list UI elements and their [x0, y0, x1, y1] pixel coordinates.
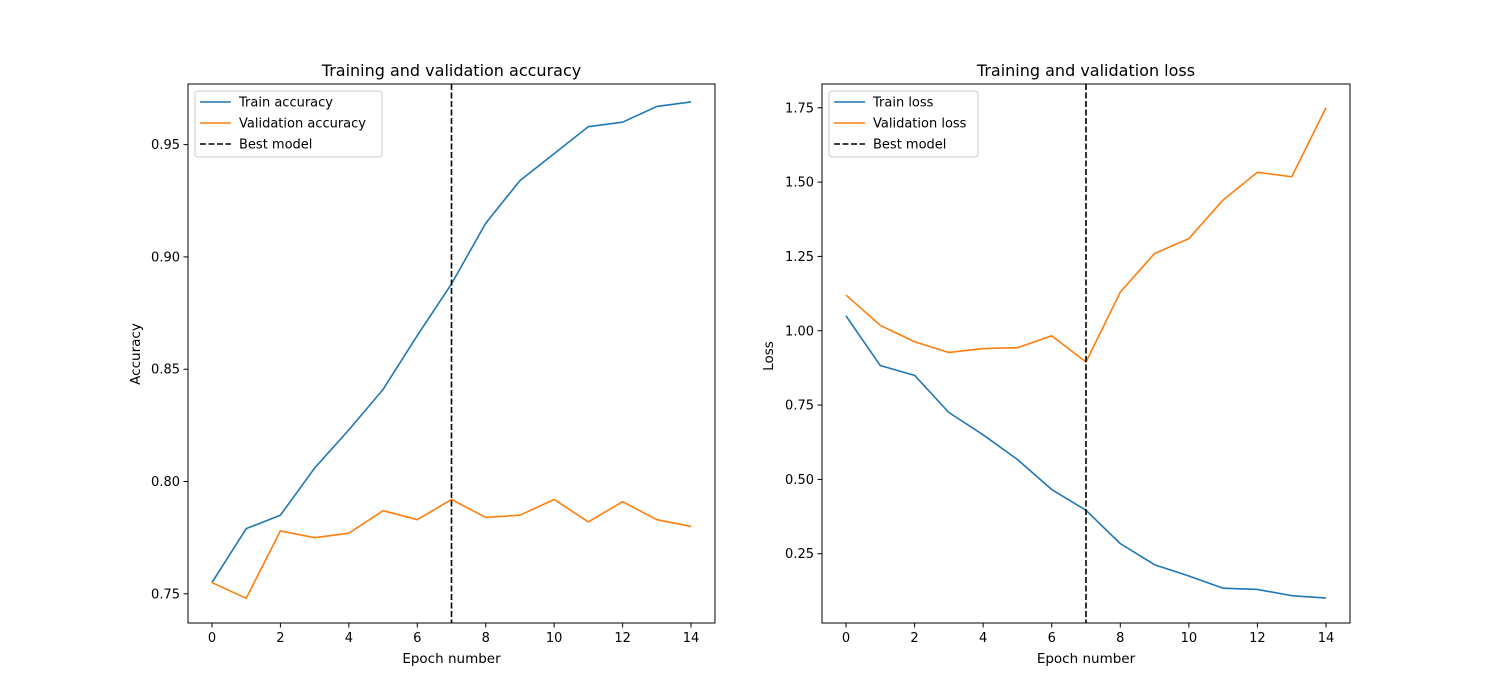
- accuracy-legend-best-model-label: Best model: [239, 138, 312, 153]
- accuracy-x-tick-label: 14: [683, 631, 700, 646]
- loss-y-tick-label: 0.25: [785, 547, 814, 562]
- loss-x-tick-label: 10: [1181, 631, 1198, 646]
- loss-legend-validation-label: Validation loss: [873, 117, 967, 132]
- loss-x-axis-label: Epoch number: [1037, 651, 1136, 667]
- loss-y-tick-label: 1.75: [785, 101, 814, 116]
- loss-y-tick-label: 1.00: [785, 324, 814, 339]
- loss-x-tick-label: 2: [910, 631, 918, 646]
- loss-chart-title: Training and validation loss: [976, 61, 1195, 80]
- loss-x-tick-label: 12: [1249, 631, 1266, 646]
- loss-x-tick-label: 0: [842, 631, 850, 646]
- loss-legend-train-label: Train loss: [872, 96, 934, 111]
- loss-y-tick-label: 0.50: [785, 473, 814, 488]
- accuracy-legend-train-label: Train accuracy: [238, 96, 333, 111]
- accuracy-x-axis-label: Epoch number: [402, 651, 501, 667]
- loss-x-tick-label: 4: [979, 631, 987, 646]
- loss-x-tick-label: 14: [1318, 631, 1335, 646]
- accuracy-y-tick-label: 0.95: [151, 138, 180, 153]
- accuracy-y-axis-label: Accuracy: [128, 323, 144, 385]
- accuracy-x-tick-label: 6: [413, 631, 421, 646]
- accuracy-x-tick-label: 10: [546, 631, 563, 646]
- accuracy-x-tick-label: 12: [614, 631, 631, 646]
- accuracy-validation-series-line: [211, 498, 692, 600]
- accuracy-chart: Training and validation accuracy Epoch n…: [128, 61, 716, 667]
- loss-y-tick-label: 1.50: [785, 176, 814, 191]
- loss-plot-frame: [821, 83, 1351, 624]
- loss-legend-best-model-label: Best model: [873, 138, 946, 153]
- loss-x-tick-label: 6: [1048, 631, 1056, 646]
- accuracy-x-tick-label: 0: [208, 631, 216, 646]
- loss-y-tick-label: 0.75: [785, 399, 814, 414]
- accuracy-x-tick-label: 8: [482, 631, 490, 646]
- accuracy-x-tick-label: 2: [276, 631, 284, 646]
- accuracy-y-tick-label: 0.90: [151, 250, 180, 265]
- accuracy-y-tick-label: 0.75: [151, 587, 180, 602]
- loss-legend: [828, 90, 979, 158]
- accuracy-plot-frame: [187, 83, 716, 624]
- accuracy-y-tick-label: 0.80: [151, 475, 180, 490]
- accuracy-y-tick-label: 0.85: [151, 363, 180, 378]
- loss-y-axis-label: Loss: [761, 341, 777, 371]
- accuracy-x-tick-label: 4: [345, 631, 353, 646]
- loss-y-tick-label: 1.25: [785, 250, 814, 265]
- accuracy-legend: [194, 90, 383, 158]
- accuracy-chart-title: Training and validation accuracy: [321, 61, 581, 80]
- loss-x-tick-label: 8: [1116, 631, 1124, 646]
- loss-chart: Training and validation loss Epoch numbe…: [761, 61, 1351, 667]
- accuracy-legend-validation-label: Validation accuracy: [239, 117, 366, 132]
